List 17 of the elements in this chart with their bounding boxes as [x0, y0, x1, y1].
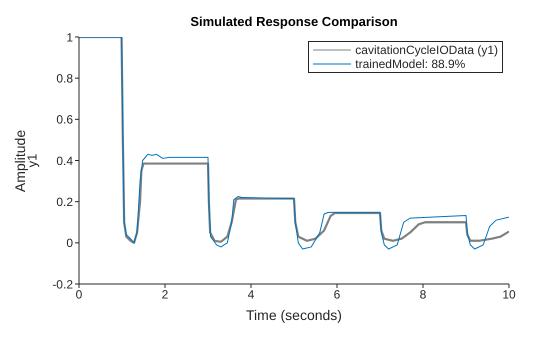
x-axis-title: Time (seconds) [245, 307, 343, 323]
x-tick-label: 4 [248, 288, 255, 302]
y-tick-label: 1 [66, 30, 74, 44]
y-tick-label: -0.2 [52, 277, 74, 292]
y-tick-label: 0.4 [56, 154, 74, 168]
x-tick-label: 0 [76, 288, 83, 302]
legend-label: trainedModel: 88.9% [355, 57, 466, 71]
y-tick-label: 0 [66, 236, 74, 250]
x-tick-label: 8 [420, 288, 427, 302]
y-tick-label: 0.8 [56, 71, 74, 86]
y-tick-label: 0.6 [56, 112, 74, 127]
legend-label: cavitationCycleIOData (y1) [355, 43, 498, 57]
x-tick-label: 10 [502, 288, 516, 302]
x-tick-label: 6 [334, 288, 341, 302]
chart-title: Simulated Response Comparison [189, 14, 399, 29]
y-tick-label: 0.2 [56, 194, 74, 209]
x-tick-label: 2 [162, 288, 169, 302]
